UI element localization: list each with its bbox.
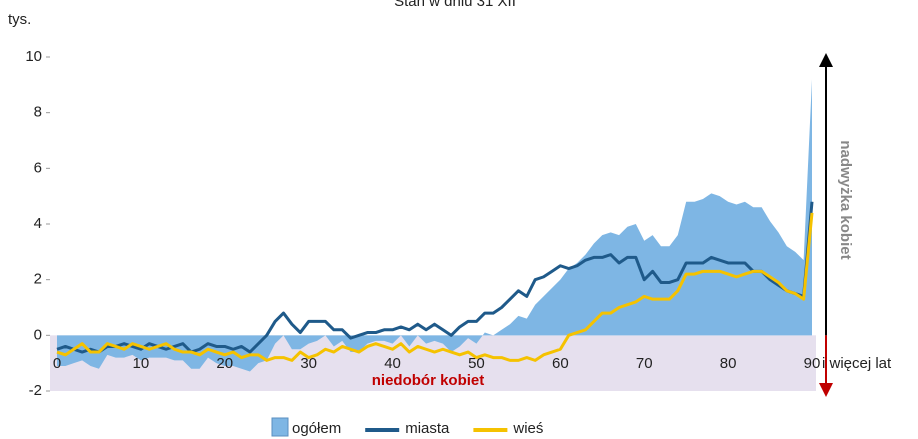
y-tick-label: 8 [34,104,42,121]
x-suffix: i więcej lat [822,355,892,372]
y-axis-label: tys. [8,11,31,28]
arrow-head [819,53,833,67]
x-tick-label: 50 [468,355,485,372]
y-tick-label: 10 [25,48,42,65]
y-tick-label: 2 [34,271,42,288]
x-tick-label: 30 [300,355,317,372]
y-tick-label: -2 [29,382,42,399]
x-tick-label: 70 [636,355,653,372]
x-tick-label: 40 [384,355,401,372]
surplus-label: nadwyżka kobiet [837,140,854,259]
y-tick-label: 4 [34,215,42,232]
legend-label: wieś [512,420,543,437]
legend-label: miasta [405,420,450,437]
chart-title: Stan w dniu 31 XII [394,0,516,10]
legend-swatch [271,417,289,437]
legend-label: ogółem [292,420,341,437]
x-tick-label: 60 [552,355,569,372]
y-tick-label: 0 [34,326,42,343]
x-tick-label: 80 [720,355,737,372]
x-tick-label: 90 [804,355,821,372]
deficit-label: niedobór kobiet [372,372,485,389]
x-tick-label: 20 [216,355,233,372]
x-tick-label: 10 [133,355,150,372]
line [56,212,814,362]
y-tick-label: 6 [34,159,42,176]
x-tick-label: 0 [53,355,61,372]
arrow-head [819,383,833,397]
line [56,201,814,354]
area [57,79,812,372]
